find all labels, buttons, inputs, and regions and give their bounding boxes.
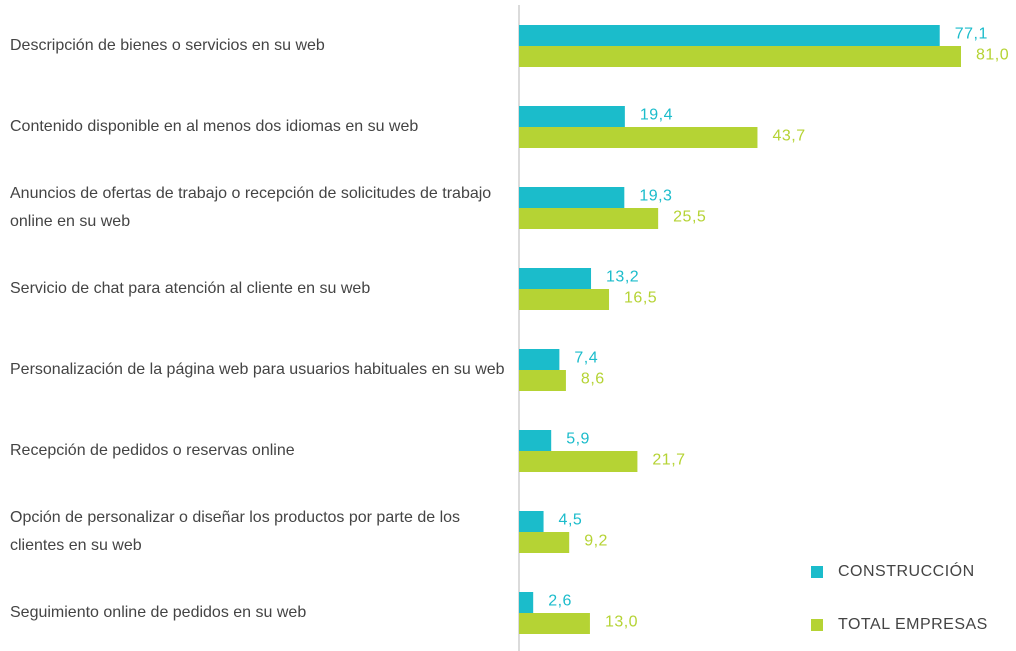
value-label: 19,3 xyxy=(639,188,672,205)
bar xyxy=(519,349,560,370)
value-label: 21,7 xyxy=(652,452,685,469)
bar xyxy=(519,187,625,208)
category-label: Seguimiento online de pedidos en su web xyxy=(10,604,307,621)
category-label: Personalización de la página web para us… xyxy=(10,361,505,378)
value-label: 25,5 xyxy=(673,209,706,226)
category-label: Anuncios de ofertas de trabajo o recepci… xyxy=(10,185,492,230)
value-label: 7,4 xyxy=(574,350,598,367)
legend-swatch xyxy=(811,566,823,578)
category-label: Opción de personalizar o diseñar los pro… xyxy=(10,509,461,554)
value-label: 8,6 xyxy=(581,371,605,388)
value-label: 16,5 xyxy=(624,290,657,307)
legend-swatch xyxy=(811,619,823,631)
value-label: 43,7 xyxy=(772,128,805,145)
value-label: 81,0 xyxy=(976,47,1009,64)
category-label: Servicio de chat para atención al client… xyxy=(10,280,371,297)
bar xyxy=(519,430,552,451)
bar xyxy=(519,532,570,553)
bar xyxy=(519,613,590,634)
bar xyxy=(519,268,592,289)
bar xyxy=(519,106,625,127)
bar xyxy=(519,25,940,46)
value-label: 4,5 xyxy=(559,512,583,529)
category-label: Contenido disponible en al menos dos idi… xyxy=(10,118,419,135)
value-label: 5,9 xyxy=(566,431,590,448)
bar xyxy=(519,127,758,148)
legend-label: CONSTRUCCIÓN xyxy=(838,561,975,580)
value-label: 9,2 xyxy=(584,533,608,550)
bar xyxy=(519,592,534,613)
value-label: 2,6 xyxy=(548,593,572,610)
value-label: 13,2 xyxy=(606,269,639,286)
value-label: 77,1 xyxy=(955,26,988,43)
category-label: Recepción de pedidos o reservas online xyxy=(10,442,295,459)
category-label: Descripción de bienes o servicios en su … xyxy=(10,37,325,54)
bar xyxy=(519,208,659,229)
legend-label: TOTAL EMPRESAS xyxy=(838,616,988,633)
bar xyxy=(519,370,566,391)
bar xyxy=(519,46,961,67)
bar xyxy=(519,289,610,310)
bar xyxy=(519,451,638,472)
value-label: 19,4 xyxy=(640,107,673,124)
value-label: 13,0 xyxy=(605,614,638,631)
bar xyxy=(519,511,544,532)
